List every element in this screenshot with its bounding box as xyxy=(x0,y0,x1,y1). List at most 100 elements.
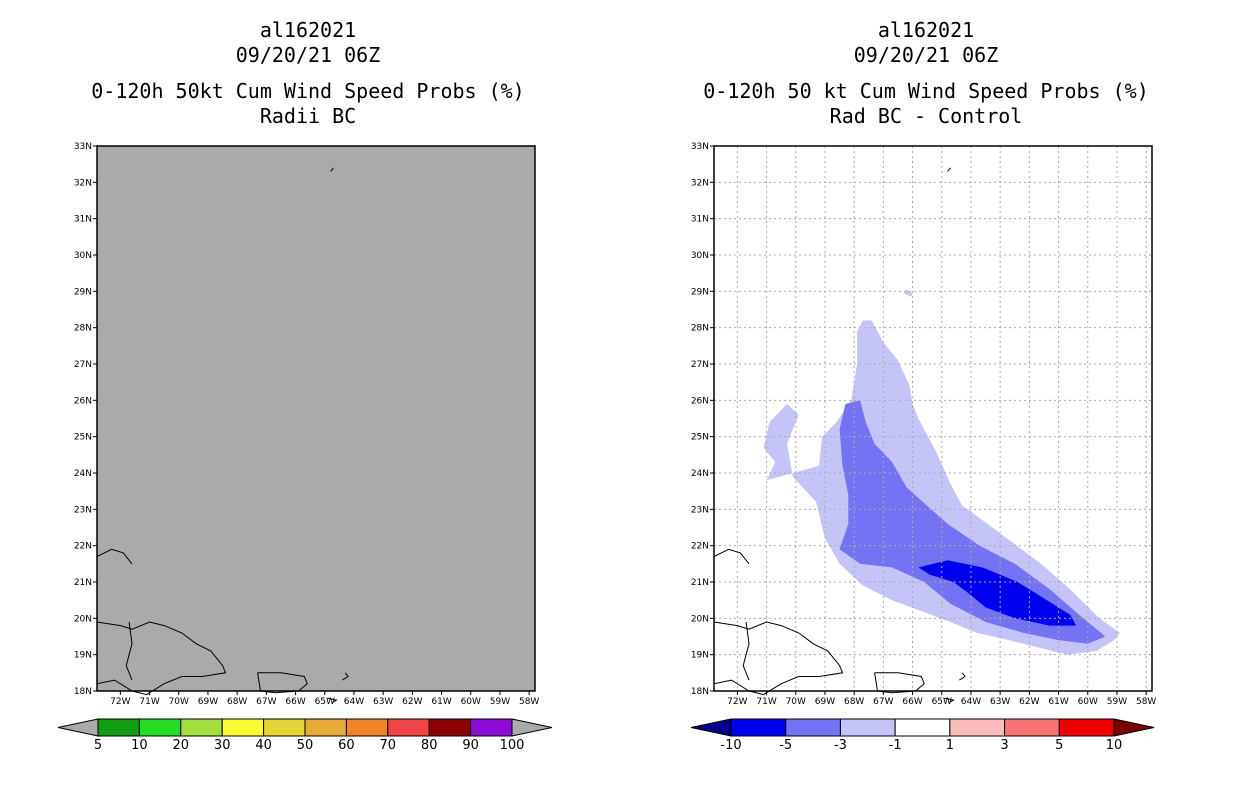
colorbar-box xyxy=(345,718,389,737)
lon-label: 64W xyxy=(344,697,364,707)
colorbar-label: 10 xyxy=(131,738,148,753)
lon-label: 60W xyxy=(461,697,481,707)
lat-label: 24N xyxy=(74,469,92,479)
lon-label: 69W xyxy=(198,697,218,707)
colorbar-box xyxy=(304,718,347,737)
lat-label: 31N xyxy=(691,215,709,225)
right-subtitle: Rad BC - Control xyxy=(829,104,1023,128)
coastline xyxy=(96,548,133,565)
lat-label: 29N xyxy=(74,287,92,297)
colorbar-box xyxy=(470,718,513,737)
coastline xyxy=(96,621,227,696)
lon-label: 58W xyxy=(1136,697,1156,707)
lon-label: 59W xyxy=(490,697,510,707)
lat-label: 31N xyxy=(74,215,92,225)
coastline xyxy=(342,672,349,681)
lat-label: 28N xyxy=(74,324,92,334)
colorbar-box xyxy=(949,718,1006,737)
left-panel-header: al162021 09/20/21 06Z 0-120h 50kt Cum Wi… xyxy=(48,18,568,129)
lat-label: 24N xyxy=(691,469,709,479)
lon-label: 64W xyxy=(961,697,981,707)
coastline xyxy=(327,697,338,703)
coastline xyxy=(125,621,133,681)
probability-difference-contour xyxy=(918,560,1077,626)
lon-label: 72W xyxy=(727,697,747,707)
colorbar-label: 30 xyxy=(214,738,231,753)
colorbar-label: 40 xyxy=(255,738,272,753)
colorbar-box xyxy=(180,718,223,737)
coastline xyxy=(947,167,951,172)
lat-label: 19N xyxy=(691,651,709,661)
coastline xyxy=(330,167,334,172)
colorbar-box xyxy=(138,718,182,737)
lat-label: 33N xyxy=(691,142,709,152)
map-frame xyxy=(713,145,1153,692)
lon-label: 72W xyxy=(110,697,130,707)
lat-label: 25N xyxy=(74,433,92,443)
left-probability-map: 33N 32N 31N 30N 29N 28N 27N 26N 25N 24N 23N 22N 21N 2… xyxy=(74,142,539,728)
colorbar-label: 60 xyxy=(338,738,355,753)
lon-label: 71W xyxy=(139,697,159,707)
lat-label: 26N xyxy=(691,396,709,406)
lat-label: 23N xyxy=(74,505,92,515)
right-difference-map: 33N 32N 31N 30N 29N 28N 27N 26N 25N 24N 23N 22N 21N 2… xyxy=(691,142,1156,728)
lon-label: 60W xyxy=(1078,697,1098,707)
lon-label: 65W xyxy=(315,697,335,707)
lon-label: 62W xyxy=(1019,697,1039,707)
colorbar-label: 5 xyxy=(1055,738,1063,753)
right-colorbar: -10 -5 -3 -1 1 3 5 10 xyxy=(690,718,1155,753)
colorbar-box xyxy=(263,718,306,737)
lon-label: 70W xyxy=(169,697,189,707)
lon-label: 61W xyxy=(1048,697,1068,707)
coastline xyxy=(944,697,955,703)
lon-label: 63W xyxy=(373,697,393,707)
colorbar-label: -10 xyxy=(720,738,741,753)
lon-label: 62W xyxy=(402,697,422,707)
lon-label: 58W xyxy=(519,697,539,707)
colorbar-box xyxy=(730,718,787,737)
map-frame xyxy=(96,145,536,692)
lon-label: 68W xyxy=(227,697,247,707)
lat-label: 32N xyxy=(691,178,709,188)
right-title: 0-120h 50 kt Cum Wind Speed Probs (%) xyxy=(703,79,1149,103)
colorbar-label: 100 xyxy=(500,738,525,753)
lat-label: 21N xyxy=(691,578,709,588)
lon-label: 59W xyxy=(1107,697,1127,707)
right-datetime: 09/20/21 06Z xyxy=(853,43,999,67)
lat-label: 25N xyxy=(691,433,709,443)
lat-label: 22N xyxy=(74,542,92,552)
lon-label: 63W xyxy=(990,697,1010,707)
lat-label: 20N xyxy=(691,614,709,624)
lat-label: 28N xyxy=(691,324,709,334)
probability-difference-contour xyxy=(839,400,1106,644)
colorbar-label: 5 xyxy=(94,738,102,753)
colorbar-label: 50 xyxy=(297,738,314,753)
left-storm-id: al162021 xyxy=(259,18,357,42)
map-background xyxy=(97,146,535,691)
lon-label: 66W xyxy=(902,697,922,707)
lon-label: 68W xyxy=(844,697,864,707)
coastline xyxy=(959,672,966,681)
colorbar-label: 70 xyxy=(380,738,397,753)
lon-label: 71W xyxy=(756,697,776,707)
lon-label: 67W xyxy=(873,697,893,707)
colorbar-label: 90 xyxy=(462,738,479,753)
colorbar-label: 3 xyxy=(1000,738,1008,753)
colorbar-arrow xyxy=(511,718,553,737)
colorbar-box xyxy=(387,718,430,737)
colorbar-arrow xyxy=(57,718,99,737)
lon-label: 65W xyxy=(932,697,952,707)
colorbar-box xyxy=(221,718,265,737)
left-datetime: 09/20/21 06Z xyxy=(235,43,381,67)
lat-label: 27N xyxy=(74,360,92,370)
coastline xyxy=(713,548,750,565)
colorbar-label: 80 xyxy=(421,738,438,753)
lat-label: 18N xyxy=(74,687,92,697)
lat-label: 19N xyxy=(74,651,92,661)
coastline xyxy=(713,621,844,696)
colorbar-label: 10 xyxy=(1106,738,1123,753)
colorbar-box xyxy=(428,718,472,737)
colorbar-label: 1 xyxy=(946,738,954,753)
colorbar-box xyxy=(97,718,140,737)
